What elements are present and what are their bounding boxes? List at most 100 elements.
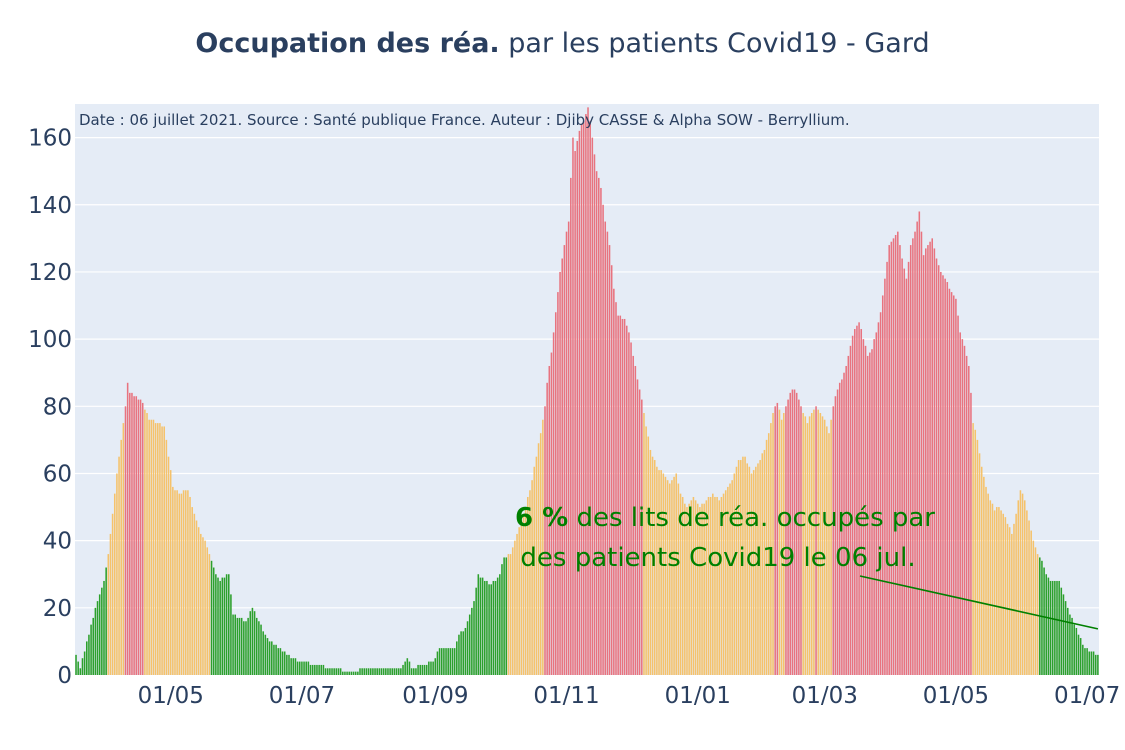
bar [400,668,402,675]
bar [539,433,542,675]
bar [90,624,92,675]
bar [1049,580,1052,675]
bar [281,651,284,675]
bar [331,668,333,675]
bar [737,460,740,675]
bar [1058,580,1060,675]
bar [718,500,721,675]
bar [625,325,628,675]
bar [600,187,602,675]
bar [836,389,839,675]
bar [699,507,701,675]
bar [182,490,185,675]
bar [744,456,746,675]
bar [161,426,163,675]
bar [329,668,331,675]
bar [888,245,890,675]
bar [957,315,959,675]
bar [436,651,439,675]
bar [393,668,396,675]
bar [937,265,940,675]
bar [219,580,221,675]
bar [266,638,269,675]
bar [1082,644,1084,675]
bar [767,433,770,675]
bar [621,318,624,675]
bar [1090,651,1093,675]
bar [841,379,843,675]
bar [664,476,667,675]
bar [481,577,484,675]
bar [688,503,690,675]
bar [408,661,411,675]
bar [869,352,871,675]
bar [920,231,923,675]
bar [1045,574,1048,675]
bar [346,671,348,675]
bar [473,601,475,675]
bar [126,382,129,675]
bar [838,382,841,675]
bar [483,580,486,675]
bar [832,406,835,675]
bar [1002,513,1004,675]
bar [580,124,583,675]
bar [983,476,985,675]
bar [335,668,338,675]
bar [617,315,619,675]
bar [808,416,811,675]
bar [202,537,204,675]
bar [101,587,103,675]
x-tick-label: 01/05 [138,683,204,709]
y-tick-label: 160 [28,126,72,152]
bar [613,288,615,675]
bar [884,278,886,675]
source-note: Date : 06 juillet 2021. Source : Santé p… [79,111,850,129]
chart-title-rest: par les patients Covid19 - Gard [499,28,930,59]
bar [795,392,798,675]
bar [165,439,168,675]
bar [505,557,508,675]
bar [1075,627,1078,675]
bar [535,456,538,675]
bars [75,107,1099,676]
bar [703,503,705,675]
bar [791,389,794,675]
bar [1013,523,1015,675]
bar [591,137,594,675]
bar [258,621,260,675]
bar [178,493,181,675]
annotation-value: 6 [515,503,533,533]
bar [922,255,925,675]
bar [83,651,86,675]
bar [735,466,738,675]
bar [924,248,927,675]
bar [122,423,125,675]
bar [875,332,878,675]
bar [776,402,779,675]
bar [296,661,299,675]
bar [1092,651,1095,675]
bar [907,261,910,675]
bar [651,456,654,675]
bar [978,453,981,675]
bar [574,151,576,675]
bar [253,611,256,675]
bar [894,234,897,675]
bar [694,500,697,675]
bar [372,668,374,675]
bar [137,399,140,675]
bar [858,322,860,675]
bar [1064,601,1067,675]
bar [148,419,150,675]
bar [428,661,430,675]
bar [283,651,286,675]
bar [649,449,652,675]
bar [632,355,634,675]
bar [847,355,850,675]
bar [720,496,723,675]
bar [1000,510,1002,675]
bar [425,664,428,675]
bar [189,496,191,675]
